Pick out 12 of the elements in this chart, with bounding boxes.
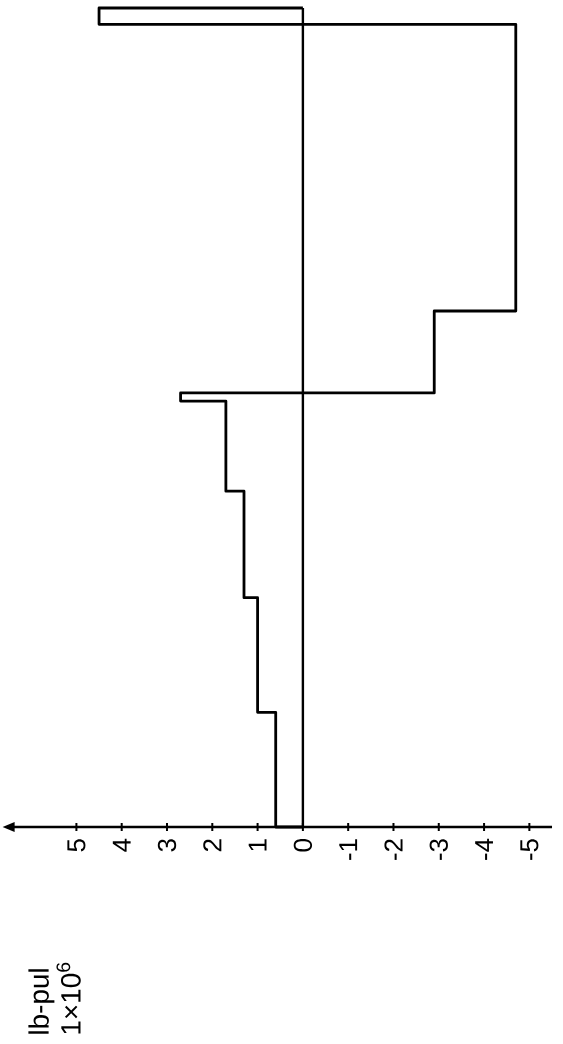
x-tick-label: 4: [112, 838, 131, 852]
x-tick-label: 5: [67, 839, 86, 852]
x-tick-label: 2: [203, 839, 222, 852]
x-tick-label: 3: [157, 839, 177, 852]
x-tick-label: -5: [520, 839, 539, 860]
x-tick-label: -3: [429, 839, 448, 860]
x-tick-label: -4: [475, 838, 493, 860]
text: lb-pul 1×10$^{6}$: [28, 962, 81, 1034]
x-tick-label: -1: [339, 839, 358, 860]
x-tick-label: 0: [293, 839, 313, 852]
x-tick-label: -2: [384, 839, 403, 860]
x-tick-label: 1: [248, 839, 267, 851]
